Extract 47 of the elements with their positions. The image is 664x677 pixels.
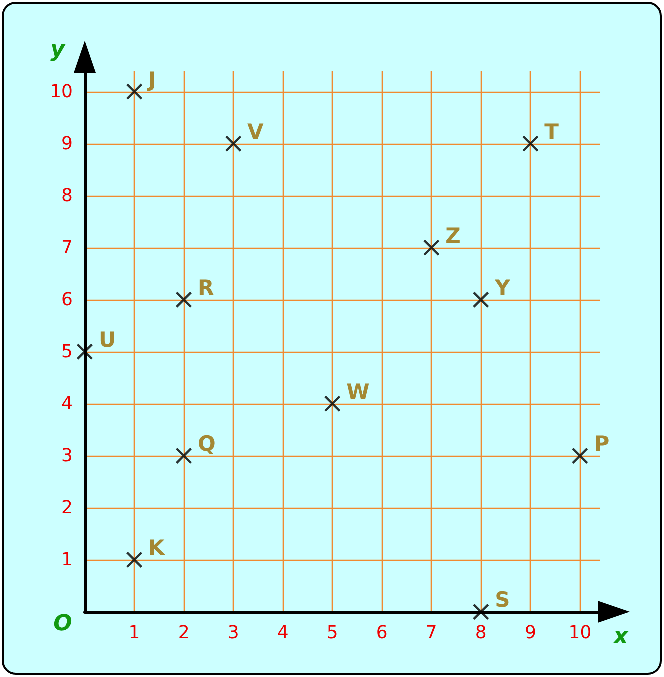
data-label: U xyxy=(99,328,116,352)
data-label: S xyxy=(495,588,510,612)
point xyxy=(226,136,242,152)
x-tick-label: 9 xyxy=(524,622,536,644)
data-label: R xyxy=(198,276,214,300)
x-tick-label: 7 xyxy=(426,622,438,644)
y-tick-label: 9 xyxy=(62,133,73,154)
y-tick-label: 1 xyxy=(62,549,73,570)
x-tick-label: 10 xyxy=(568,622,592,644)
x-tick-label: 4 xyxy=(277,622,289,644)
point xyxy=(572,448,588,464)
y-axis-title: y xyxy=(50,38,67,62)
y-tick-label: 7 xyxy=(62,237,73,258)
y-tick-label: 8 xyxy=(62,185,73,206)
data-label: Z xyxy=(446,224,461,248)
x-tick-label: 6 xyxy=(376,622,388,644)
y-tick-label: 10 xyxy=(50,81,73,102)
x-tick-label: 8 xyxy=(475,622,487,644)
point xyxy=(522,136,539,152)
y-tick-label: 5 xyxy=(62,341,73,362)
x-tick-label: 3 xyxy=(228,622,240,644)
point xyxy=(176,448,192,464)
point xyxy=(424,240,440,256)
data-label: T xyxy=(544,120,560,144)
point xyxy=(324,396,341,412)
data-label: Q xyxy=(198,432,216,456)
x-tick-label: 1 xyxy=(128,622,140,644)
data-label: P xyxy=(594,432,610,456)
data-label: K xyxy=(148,536,166,560)
point xyxy=(176,292,192,308)
y-tick-label: 2 xyxy=(62,497,73,518)
data-label: W xyxy=(346,380,370,404)
y-tick-label: 3 xyxy=(62,445,73,466)
data-label: Y xyxy=(494,276,512,300)
point xyxy=(473,604,490,620)
point xyxy=(473,292,490,308)
data-label: J xyxy=(146,68,156,92)
x-axis-title: x xyxy=(613,624,629,650)
x-tick-label: 5 xyxy=(326,622,338,644)
point xyxy=(126,84,143,100)
text: O xyxy=(54,612,72,636)
point xyxy=(77,344,93,360)
y-tick-label: 4 xyxy=(62,393,73,414)
point xyxy=(126,552,143,568)
x-tick-label: 2 xyxy=(178,622,190,644)
y-tick-label: 6 xyxy=(62,289,73,310)
data-label: V xyxy=(248,120,265,144)
